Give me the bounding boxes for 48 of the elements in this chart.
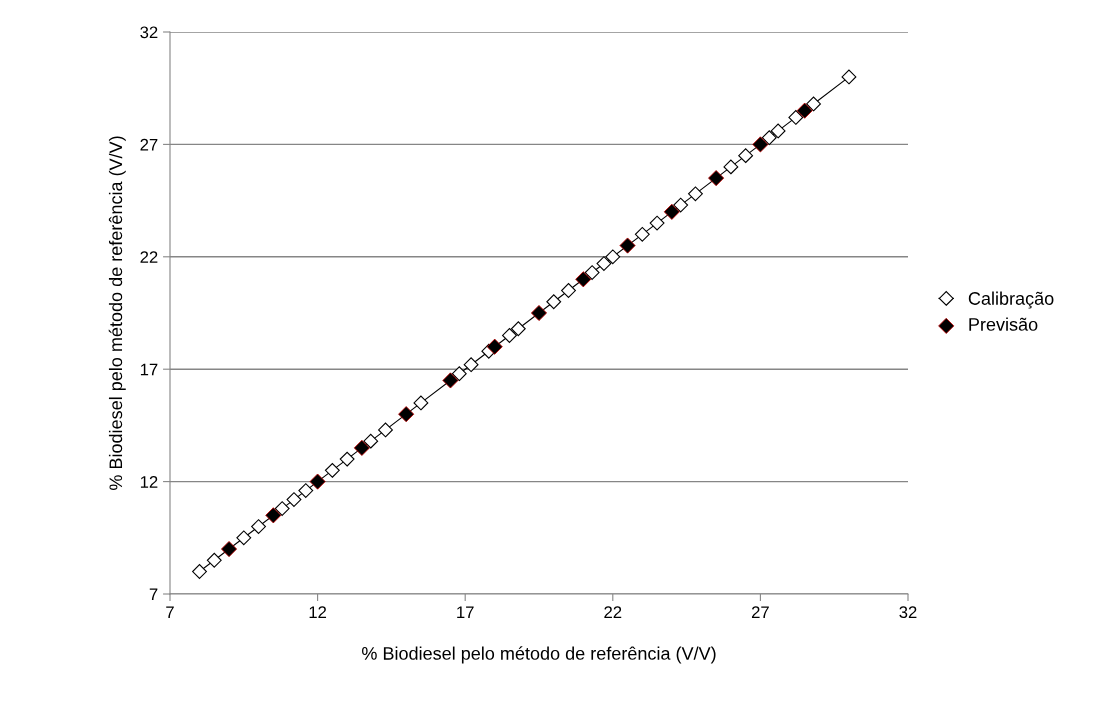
legend-label: Previsão <box>969 317 1038 331</box>
point <box>770 123 786 139</box>
point <box>274 501 290 517</box>
point <box>324 462 340 478</box>
x-tick-label: 7 <box>166 606 174 618</box>
point <box>339 451 355 467</box>
y-tick-label: 17 <box>140 363 158 376</box>
point <box>546 294 562 310</box>
x-tick-label: 32 <box>899 606 917 619</box>
x-tick-label: 27 <box>751 606 769 618</box>
point <box>649 215 665 231</box>
legend-label: Calibração <box>968 291 1054 309</box>
point <box>251 519 266 534</box>
x-axis-title: % Biodiesel pelo método de referência (V/V) <box>362 646 716 664</box>
point <box>605 249 621 265</box>
point <box>738 148 754 164</box>
point <box>688 186 703 202</box>
point <box>378 422 393 438</box>
point <box>236 530 252 546</box>
point <box>673 197 689 213</box>
point <box>286 492 302 508</box>
point <box>561 283 576 298</box>
point <box>788 109 804 125</box>
point <box>510 321 526 337</box>
point <box>584 265 600 280</box>
point <box>761 130 777 146</box>
x-tick-label: 12 <box>309 606 327 618</box>
y-tick-label: 12 <box>140 476 158 488</box>
point <box>451 366 467 382</box>
y-tick-label: 27 <box>140 138 158 151</box>
y-tick-label: 7 <box>149 588 158 601</box>
y-tick-label: 22 <box>140 251 158 263</box>
y-axis-title: % Biodiesel pelo método de referência (V/V) <box>108 136 126 490</box>
point <box>413 395 429 411</box>
point <box>363 433 379 449</box>
y-tick-label: 32 <box>140 26 158 39</box>
point <box>502 328 517 343</box>
point <box>206 552 222 568</box>
point <box>192 564 207 579</box>
point <box>806 96 821 112</box>
x-tick-label: 22 <box>604 606 622 618</box>
point <box>463 357 479 373</box>
point <box>298 483 314 499</box>
point <box>634 226 650 242</box>
point <box>596 256 612 271</box>
x-tick-label: 17 <box>457 606 474 618</box>
point <box>841 69 857 85</box>
point <box>723 159 739 175</box>
